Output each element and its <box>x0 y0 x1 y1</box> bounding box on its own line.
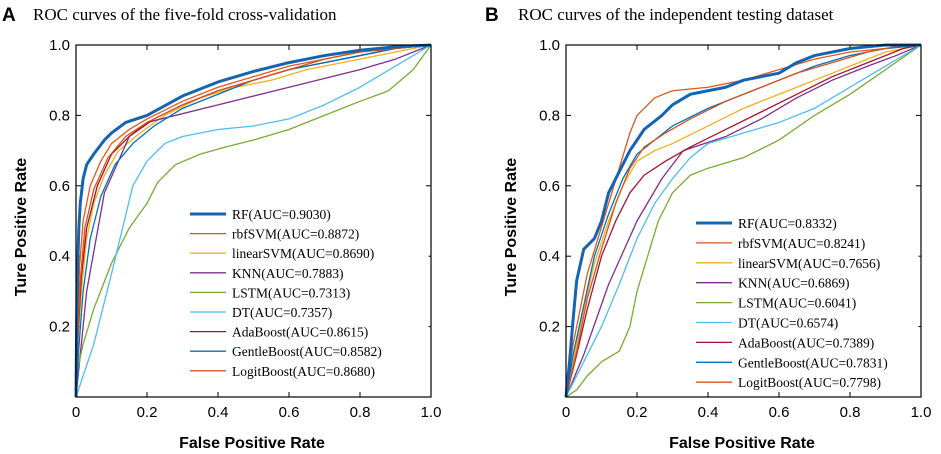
panel-b-ticks: 0 0.2 0.4 0.6 0.8 1.0 0.2 0.4 0.6 0.8 1.0 <box>539 37 931 421</box>
panel-a-ytick-label: 0.4 <box>49 248 70 265</box>
panel-a-ytick-label: 0.2 <box>49 319 70 336</box>
panel-b-curve-linearsvm <box>565 44 922 398</box>
panel-a-legend-label: GentleBoost(AUC=0.8582) <box>232 344 382 359</box>
panel-b-curve-dt <box>565 44 922 398</box>
panel-b-ytick-label: 0.8 <box>539 107 560 124</box>
panel-b-legend-label: KNN(AUC=0.6869) <box>738 276 849 291</box>
panel-b-legend-label: RF(AUC=0.8332) <box>738 216 837 231</box>
panel-a-legend-label: linearSVM(AUC=0.8690) <box>232 246 374 261</box>
panel-b-ytick-label: 0.6 <box>539 178 560 195</box>
panel-a-xtick-label: 0.2 <box>137 404 158 421</box>
panel-a-curves <box>74 43 432 398</box>
panel-b-ytick-label: 0.2 <box>539 319 560 336</box>
panel-a-legend-label: RF(AUC=0.9030) <box>232 207 331 222</box>
panel-a-xtick-label: 0.4 <box>208 404 229 421</box>
panel-b-letter: B <box>485 5 499 26</box>
panel-a-legend-label: DT(AUC=0.7357) <box>232 305 332 320</box>
panel-b-legend-label: LSTM(AUC=0.6041) <box>738 296 856 311</box>
panel-a-curve-rf <box>74 43 432 398</box>
panel-a-curve-gentleboost <box>75 44 432 398</box>
panel-a-legend: RF(AUC=0.9030) rbfSVM(AUC=0.8872) linearSV… <box>182 203 429 390</box>
panel-a-ytick-label: 0.8 <box>49 107 70 124</box>
panel-b-legend-label: rbfSVM(AUC=0.8241) <box>738 236 865 251</box>
panel-b-curves <box>564 43 922 398</box>
panel-a-legend-box <box>182 203 429 390</box>
panel-b-curve-logitboost <box>565 44 921 398</box>
panel-a-ytick-label: 0.6 <box>49 178 70 195</box>
panel-a-legend-label: LogitBoost(AUC=0.8680) <box>232 364 375 379</box>
panel-a-xtick-label: 0.8 <box>350 404 371 421</box>
panel-a-curve-dt <box>75 44 432 398</box>
panel-b-legend-label: DT(AUC=0.6574) <box>738 316 838 331</box>
panel-b-xlabel: False Positive Rate <box>669 435 815 452</box>
panel-b-plot-frame <box>565 44 922 398</box>
panel-a-xtick-label: 1.0 <box>421 404 442 421</box>
panel-b-curve-lstm <box>565 44 922 398</box>
panel-b-xtick-label: 0 <box>562 404 570 421</box>
panel-a-curve-logitboost <box>75 44 432 398</box>
panel-a-ytick-label: 1.0 <box>49 37 70 54</box>
panel-b-curve-rbfsvm <box>565 44 922 398</box>
panel-a-xtick-label: 0 <box>72 404 80 421</box>
panel-b-title: ROC curves of the independent testing da… <box>518 5 834 24</box>
panel-a-ylabel: Ture Positive Rate <box>13 158 30 297</box>
panel-b-legend-label: linearSVM(AUC=0.7656) <box>738 256 880 271</box>
panel-b-curve-rf <box>564 43 921 398</box>
panel-b: B ROC curves of the independent testing … <box>485 5 931 452</box>
panel-b-ylabel: Ture Positive Rate <box>503 158 520 297</box>
panel-a-legend-label: AdaBoost(AUC=0.8615) <box>232 325 368 340</box>
panel-b-legend: RF(AUC=0.8332) rbfSVM(AUC=0.8241) linearSV… <box>688 206 919 390</box>
panel-a-title: ROC curves of the five-fold cross-valida… <box>33 5 337 24</box>
panel-a-legend-label: KNN(AUC=0.7883) <box>232 266 343 281</box>
panel-b-xtick-label: 0.8 <box>840 404 861 421</box>
panel-b-xtick-label: 0.4 <box>698 404 719 421</box>
panel-b-xtick-label: 0.6 <box>769 404 790 421</box>
panel-b-ytick-label: 1.0 <box>539 37 560 54</box>
panel-a-plot-frame <box>75 44 432 398</box>
panel-a-curve-linearsvm <box>75 44 432 398</box>
panel-b-xtick-label: 1.0 <box>911 404 932 421</box>
panel-b-legend-box <box>688 206 919 390</box>
panel-a-legend-label: LSTM(AUC=0.7313) <box>232 285 350 300</box>
panel-a-letter: A <box>2 5 16 26</box>
panel-b-legend-label: GentleBoost(AUC=0.7831) <box>738 355 888 370</box>
panel-a-legend-label: rbfSVM(AUC=0.8872) <box>232 227 359 242</box>
panel-a-curve-lstm <box>75 44 432 398</box>
panel-b-legend-label: AdaBoost(AUC=0.7389) <box>738 335 874 350</box>
panel-a-xlabel: False Positive Rate <box>179 435 325 452</box>
panel-b-legend-label: LogitBoost(AUC=0.7798) <box>738 375 881 390</box>
panel-b-curve-knn <box>565 44 922 398</box>
panel-b-curve-gentleboost <box>565 44 922 398</box>
panel-a-curve-knn <box>75 44 432 398</box>
panel-b-curve-adaboost <box>565 44 922 398</box>
panel-b-ytick-label: 0.4 <box>539 248 560 265</box>
panel-a: A ROC curves of the five-fold cross-vali… <box>2 5 441 452</box>
panel-b-xtick-label: 0.2 <box>627 404 648 421</box>
panel-a-xtick-label: 0.6 <box>279 404 300 421</box>
